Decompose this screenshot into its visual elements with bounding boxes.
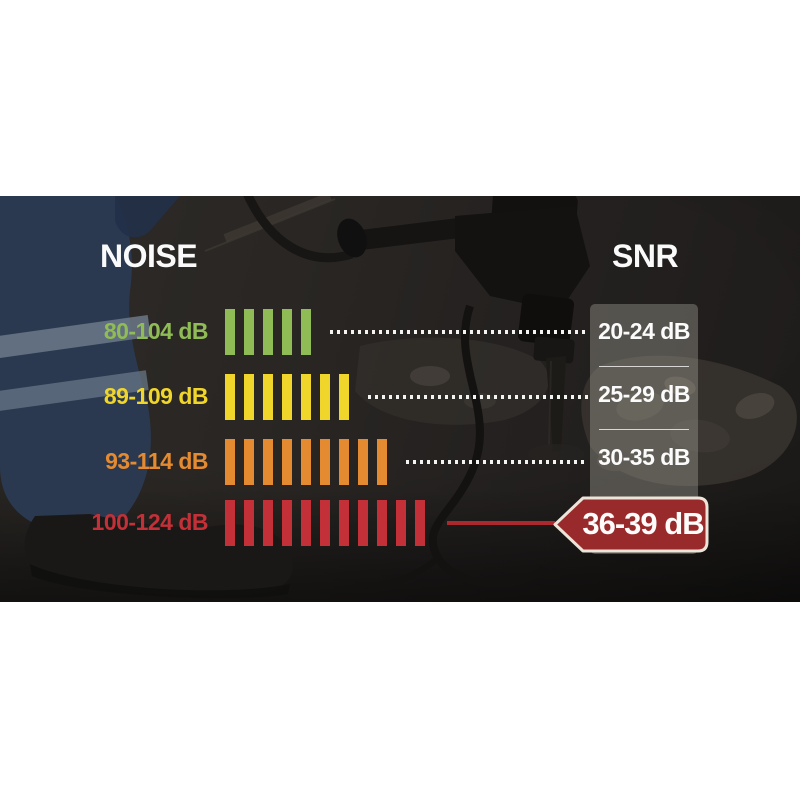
highlighted-snr-badge: 36-39 dB	[552, 494, 710, 555]
bar-segment	[320, 500, 330, 546]
bar-segment	[225, 374, 235, 420]
bar-segment	[263, 439, 273, 485]
bar-segment	[301, 309, 311, 355]
panel-divider	[599, 366, 689, 367]
bar-segment	[396, 500, 406, 546]
bar-segment	[282, 500, 292, 546]
panel-divider	[599, 429, 689, 430]
dotted-connector-line	[406, 460, 588, 464]
bar-segment	[282, 374, 292, 420]
bar-segment	[225, 500, 235, 546]
bar-segment	[225, 439, 235, 485]
snr-value: 30-35 dB	[598, 444, 690, 470]
bar-segment	[339, 500, 349, 546]
bar-segment	[244, 309, 254, 355]
bar-segment	[263, 374, 273, 420]
intensity-bars-yellow	[225, 374, 349, 420]
noise-range-label: 93-114 dB	[105, 448, 208, 474]
bar-segment	[244, 439, 254, 485]
noise-range-label: 80-104 dB	[103, 318, 209, 344]
noise-column-header: NOISE	[100, 238, 198, 274]
bar-segment	[244, 374, 254, 420]
snr-value: 25-29 dB	[598, 381, 690, 407]
bar-segment	[263, 500, 273, 546]
bar-segment	[358, 439, 368, 485]
dotted-connector-line	[330, 330, 588, 334]
bar-segment	[301, 439, 311, 485]
bar-segment	[339, 374, 349, 420]
highlighted-snr-value: 36-39 dB	[582, 506, 704, 541]
bar-segment	[377, 439, 387, 485]
bar-segment	[301, 500, 311, 546]
snr-column-header: SNR	[612, 238, 679, 274]
left-arrow-badge-shape	[553, 496, 709, 553]
bar-segment	[358, 500, 368, 546]
intensity-bars-green	[225, 309, 311, 355]
bar-segment	[377, 500, 387, 546]
photo-background: NOISE SNR 80-104 dB 89-109 dB 93-114 dB …	[0, 196, 800, 602]
dotted-connector-line	[368, 395, 588, 399]
bar-segment	[339, 439, 349, 485]
bar-segment	[301, 374, 311, 420]
solid-red-connector-line	[447, 521, 555, 525]
intensity-bars-red	[225, 500, 425, 546]
bar-segment	[320, 374, 330, 420]
bar-segment	[225, 309, 235, 355]
noise-range-label: 89-109 dB	[103, 383, 209, 409]
intensity-bars-orange	[225, 439, 387, 485]
bar-segment	[415, 500, 425, 546]
snr-value: 20-24 dB	[598, 318, 690, 344]
bar-segment	[282, 309, 292, 355]
bar-segment	[244, 500, 254, 546]
bar-segment	[320, 439, 330, 485]
bar-segment	[282, 439, 292, 485]
noise-range-label: 100-124 dB	[91, 509, 209, 535]
bar-segment	[263, 309, 273, 355]
